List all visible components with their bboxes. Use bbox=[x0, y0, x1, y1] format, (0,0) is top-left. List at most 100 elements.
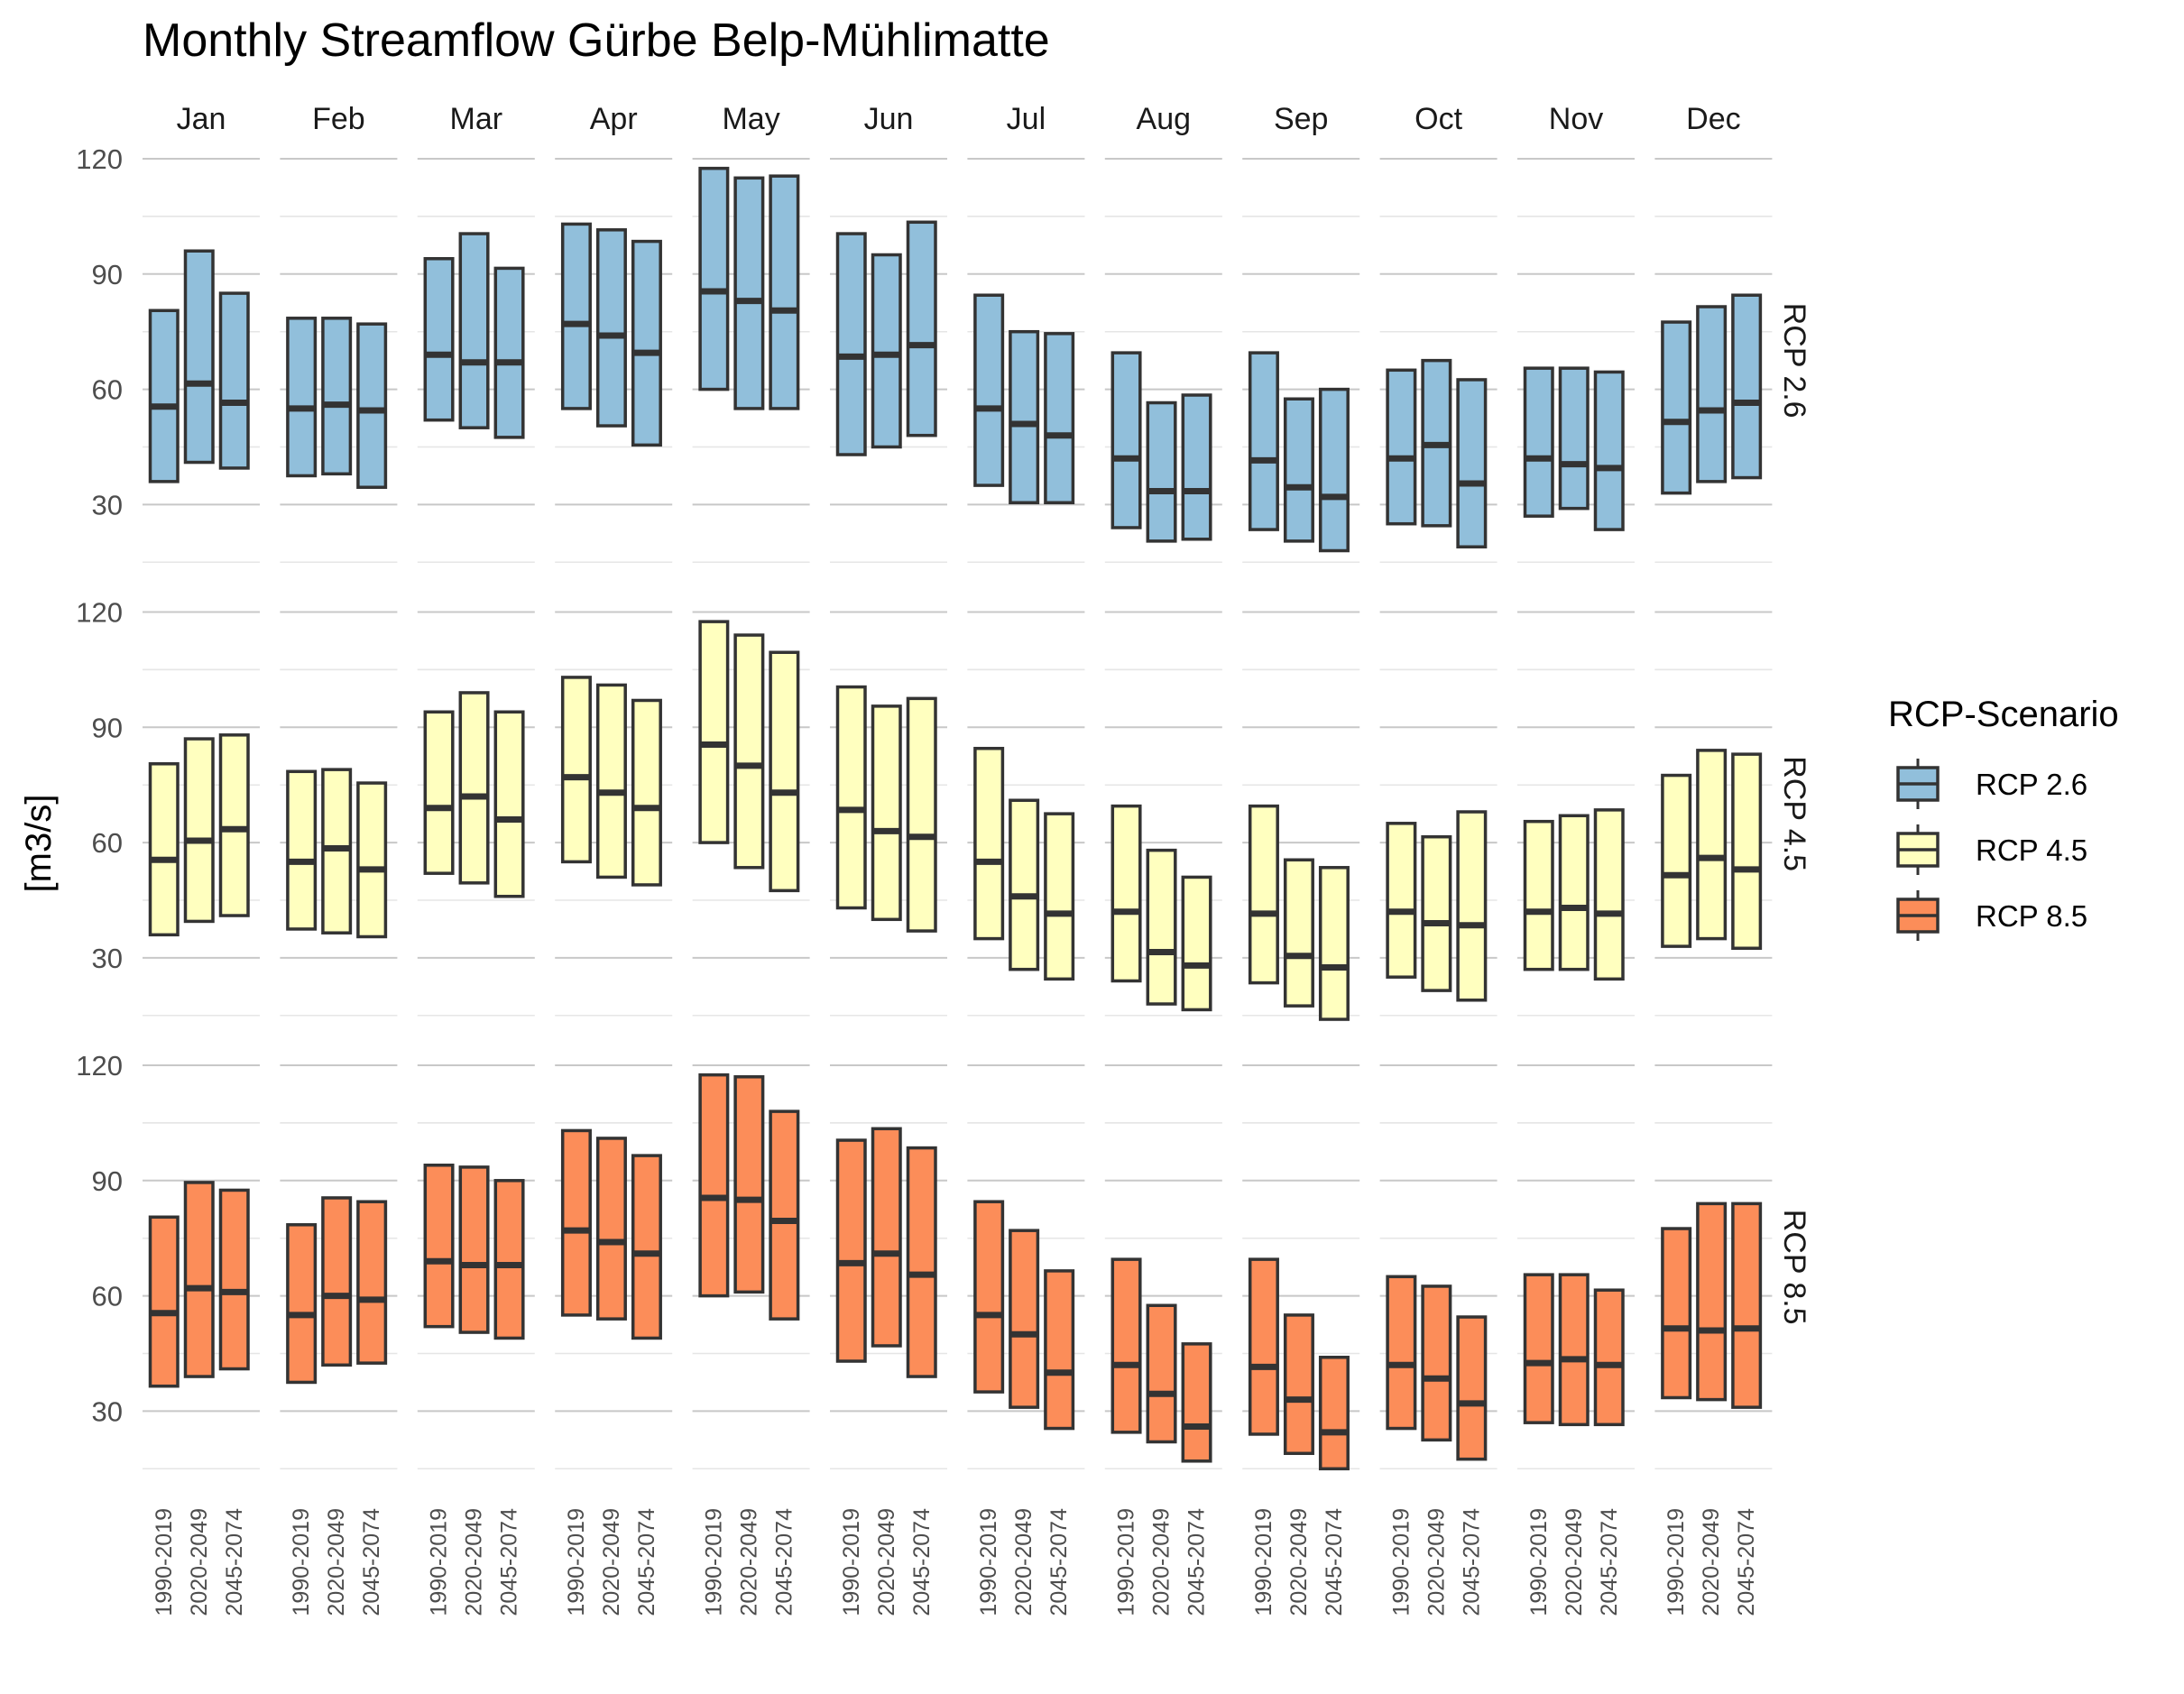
y-tick-label: 90 bbox=[92, 259, 123, 290]
month-label-apr: Apr bbox=[590, 102, 638, 136]
bar-rcp85-apr-2045-2074 bbox=[631, 1154, 662, 1340]
month-label-jun: Jun bbox=[864, 102, 914, 136]
bar-rcp26-nov-2045-2074 bbox=[1593, 370, 1625, 531]
bar-rcp45-jan-2045-2074 bbox=[218, 733, 250, 917]
bar-rcp85-jul-2020-2049 bbox=[1009, 1229, 1040, 1409]
bar-rcp26-jun-2020-2049 bbox=[871, 253, 902, 449]
bar-rcp45-sep-1990-2019 bbox=[1248, 804, 1279, 985]
bar-rcp85-feb-1990-2019 bbox=[286, 1223, 318, 1385]
bar-rcp45-aug-1990-2019 bbox=[1110, 804, 1142, 983]
bar-rcp26-feb-2045-2074 bbox=[356, 322, 388, 489]
bar-rcp26-jan-2045-2074 bbox=[218, 291, 250, 470]
bar-rcp45-jul-2020-2049 bbox=[1009, 798, 1040, 971]
bar-rcp26-nov-1990-2019 bbox=[1523, 366, 1554, 518]
bar-rcp26-dec-1990-2019 bbox=[1661, 320, 1692, 495]
legend: RCP-Scenario RCP 2.6 RCP 4.5 RCP 8.5 bbox=[1888, 695, 2119, 941]
x-tick-label: 1990-2019 bbox=[1388, 1508, 1414, 1616]
bar-rcp45-feb-2045-2074 bbox=[356, 781, 388, 939]
y-tick-label: 30 bbox=[92, 1395, 123, 1427]
bar-rcp26-jan-1990-2019 bbox=[148, 308, 180, 483]
x-tick-label: 2045-2074 bbox=[634, 1508, 659, 1616]
x-tick-label: 1990-2019 bbox=[1526, 1508, 1552, 1616]
bar-rcp85-may-2045-2074 bbox=[769, 1109, 800, 1321]
x-tick-label: 1990-2019 bbox=[976, 1508, 1001, 1616]
month-label-dec: Dec bbox=[1686, 102, 1740, 136]
month-label-sep: Sep bbox=[1274, 102, 1329, 136]
x-tick-label: 2045-2074 bbox=[1184, 1508, 1210, 1616]
bar-rcp26-mar-1990-2019 bbox=[423, 257, 455, 422]
bar-rcp26-may-2045-2074 bbox=[769, 174, 800, 410]
bar-rcp85-jun-2020-2049 bbox=[871, 1127, 902, 1348]
bar-rcp26-nov-2020-2049 bbox=[1558, 366, 1590, 511]
x-tick-label: 2020-2049 bbox=[462, 1508, 487, 1616]
bar-rcp85-nov-2020-2049 bbox=[1558, 1273, 1590, 1427]
bar-rcp85-jun-2045-2074 bbox=[906, 1146, 937, 1378]
bar-rcp45-jun-1990-2019 bbox=[835, 685, 867, 910]
x-tick-label: 1990-2019 bbox=[289, 1508, 314, 1616]
bar-rcp45-jul-1990-2019 bbox=[973, 746, 1005, 941]
bar-rcp85-mar-1990-2019 bbox=[423, 1164, 455, 1329]
bar-rcp26-aug-2020-2049 bbox=[1146, 400, 1177, 543]
month-label-may: May bbox=[722, 102, 779, 136]
x-tick-label: 2020-2049 bbox=[1011, 1508, 1037, 1616]
bar-rcp26-may-1990-2019 bbox=[698, 166, 730, 391]
x-tick-label: 2020-2049 bbox=[1149, 1508, 1175, 1616]
bar-rcp45-oct-2045-2074 bbox=[1456, 810, 1488, 1002]
x-tick-label: 2045-2074 bbox=[1046, 1508, 1072, 1616]
bar-rcp26-jul-2045-2074 bbox=[1044, 332, 1075, 505]
x-tick-label: 2045-2074 bbox=[497, 1508, 522, 1616]
bar-rcp85-sep-2045-2074 bbox=[1318, 1356, 1350, 1471]
bar-rcp26-jan-2020-2049 bbox=[183, 249, 215, 465]
month-label-oct: Oct bbox=[1415, 102, 1462, 136]
bar-rcp45-apr-2045-2074 bbox=[631, 698, 662, 887]
month-label-jan: Jan bbox=[177, 102, 226, 136]
x-tick-label: 2045-2074 bbox=[1597, 1508, 1622, 1616]
bar-rcp45-jun-2045-2074 bbox=[906, 696, 937, 933]
y-tick-label: 60 bbox=[92, 1281, 123, 1312]
y-tick-label: 120 bbox=[76, 1050, 123, 1082]
bar-rcp85-nov-2045-2074 bbox=[1593, 1288, 1625, 1427]
bar-rcp45-feb-1990-2019 bbox=[286, 769, 318, 931]
bar-rcp45-apr-1990-2019 bbox=[560, 676, 592, 864]
x-tick-label: 1990-2019 bbox=[701, 1508, 726, 1616]
x-tick-label: 1990-2019 bbox=[1251, 1508, 1276, 1616]
x-tick-label: 2020-2049 bbox=[874, 1508, 899, 1616]
bar-rcp45-dec-2020-2049 bbox=[1696, 749, 1728, 941]
bar-rcp85-aug-1990-2019 bbox=[1110, 1257, 1142, 1434]
x-tick-label: 1990-2019 bbox=[152, 1508, 177, 1616]
bar-rcp85-mar-2045-2074 bbox=[493, 1179, 525, 1340]
row-strip-label: RCP 8.5 bbox=[1777, 1210, 1811, 1325]
x-tick-label: 2020-2049 bbox=[1699, 1508, 1724, 1616]
month-label-jul: Jul bbox=[1007, 102, 1046, 136]
bar-rcp45-mar-2020-2049 bbox=[458, 691, 490, 885]
bar-rcp45-nov-2045-2074 bbox=[1593, 808, 1625, 981]
x-tick-label: 1990-2019 bbox=[564, 1508, 589, 1616]
bar-rcp85-aug-2045-2074 bbox=[1181, 1342, 1212, 1463]
y-tick-label: 30 bbox=[92, 943, 123, 974]
bar-rcp85-apr-1990-2019 bbox=[560, 1128, 592, 1317]
bar-rcp26-jun-2045-2074 bbox=[906, 220, 937, 437]
bar-rcp26-sep-1990-2019 bbox=[1248, 351, 1279, 531]
bar-rcp26-apr-2020-2049 bbox=[595, 228, 627, 428]
bar-rcp26-mar-2045-2074 bbox=[493, 266, 525, 439]
bar-rcp85-oct-2045-2074 bbox=[1456, 1315, 1488, 1461]
x-tick-label: 2045-2074 bbox=[771, 1508, 797, 1616]
x-tick-label: 2045-2074 bbox=[1459, 1508, 1484, 1616]
bar-rcp45-oct-2020-2049 bbox=[1421, 834, 1452, 992]
bar-rcp26-oct-2045-2074 bbox=[1456, 378, 1488, 549]
bar-rcp26-sep-2020-2049 bbox=[1283, 397, 1314, 543]
bar-rcp26-oct-1990-2019 bbox=[1386, 368, 1417, 526]
bar-rcp45-nov-2020-2049 bbox=[1558, 814, 1590, 971]
bar-rcp45-sep-2020-2049 bbox=[1283, 858, 1314, 1008]
month-label-nov: Nov bbox=[1549, 102, 1603, 136]
bar-rcp26-jul-2020-2049 bbox=[1009, 329, 1040, 505]
bar-rcp26-mar-2020-2049 bbox=[458, 232, 490, 429]
bar-rcp45-jan-1990-2019 bbox=[148, 762, 180, 937]
bar-rcp45-sep-2045-2074 bbox=[1318, 866, 1350, 1021]
bar-rcp85-oct-2020-2049 bbox=[1421, 1284, 1452, 1442]
x-tick-label: 2020-2049 bbox=[187, 1508, 212, 1616]
bar-rcp85-sep-2020-2049 bbox=[1283, 1313, 1314, 1456]
bar-rcp85-may-2020-2049 bbox=[733, 1075, 765, 1294]
bar-rcp85-feb-2020-2049 bbox=[321, 1196, 353, 1367]
bar-rcp85-jan-2045-2074 bbox=[218, 1188, 250, 1371]
